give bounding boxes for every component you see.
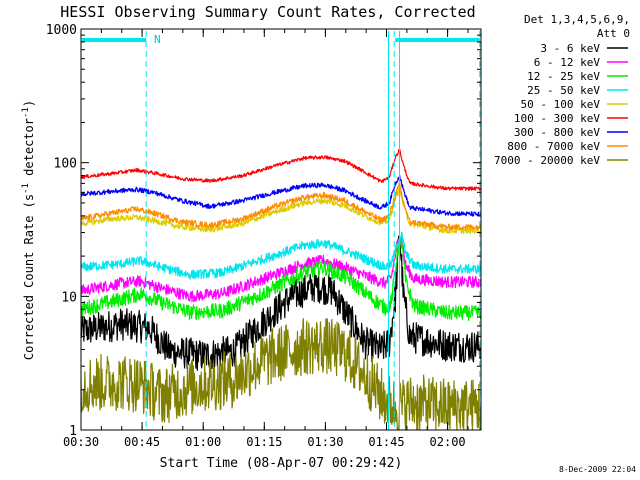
x-axis-label: Start Time (08-Apr-07 00:29:42) (160, 456, 403, 471)
series-line-3 (81, 231, 481, 280)
x-tick-label-6: 02:00 (430, 435, 466, 449)
legend-label-6: 300 - 800 keV (514, 126, 600, 139)
series-line-2 (81, 238, 481, 322)
marker-lines (145, 31, 481, 430)
series-line-1 (81, 234, 481, 303)
y-axis-label: Corrected Count Rate (s-1 detector-1) (21, 100, 36, 360)
annotation-n: N (154, 33, 161, 46)
legend-label-8: 7000 - 20000 keV (494, 154, 600, 167)
legend-label-7: 800 - 7000 keV (507, 140, 600, 153)
legend-label-3: 25 - 50 keV (527, 84, 600, 97)
legend-header-line1: Det 1,3,4,5,6,9, (524, 13, 630, 26)
timestamp: 8-Dec-2009 22:04 (559, 465, 636, 474)
chart-title: HESSI Observing Summary Count Rates, Cor… (60, 3, 475, 21)
series-line-0 (81, 235, 481, 371)
y-tick-label-3: 1000 (46, 23, 77, 38)
legend-label-0: 3 - 6 keV (540, 42, 600, 55)
legend-label-4: 50 - 100 keV (521, 98, 601, 111)
series-line-7 (81, 182, 481, 231)
legend-label-1: 6 - 12 keV (534, 56, 601, 69)
x-axis: 00:30 00:45 01:00 01:15 01:30 01:45 02:00 (63, 29, 469, 449)
x-tick-label-2: 01:00 (185, 435, 221, 449)
x-tick-label-4: 01:30 (307, 435, 343, 449)
x-tick-label-0: 00:30 (63, 435, 99, 449)
y-axis: 1 10 100 1000 (46, 23, 481, 439)
legend-label-2: 12 - 25 keV (527, 70, 600, 83)
y-tick-label-2: 100 (54, 157, 77, 172)
y-tick-label-0: 1 (69, 424, 77, 439)
x-tick-label-1: 00:45 (124, 435, 160, 449)
series-line-4 (81, 188, 481, 235)
series-layer (81, 148, 481, 430)
plot-frame (80, 28, 482, 431)
legend-label-5: 100 - 300 keV (514, 112, 600, 125)
x-tick-label-5: 01:45 (368, 435, 404, 449)
series-line-5 (81, 148, 481, 191)
y-tick-label-1: 10 (61, 290, 77, 305)
series-line-6 (81, 174, 481, 217)
series-line-8 (81, 318, 481, 430)
legend-header-line2: Att 0 (597, 27, 630, 40)
x-tick-label-3: 01:15 (246, 435, 282, 449)
